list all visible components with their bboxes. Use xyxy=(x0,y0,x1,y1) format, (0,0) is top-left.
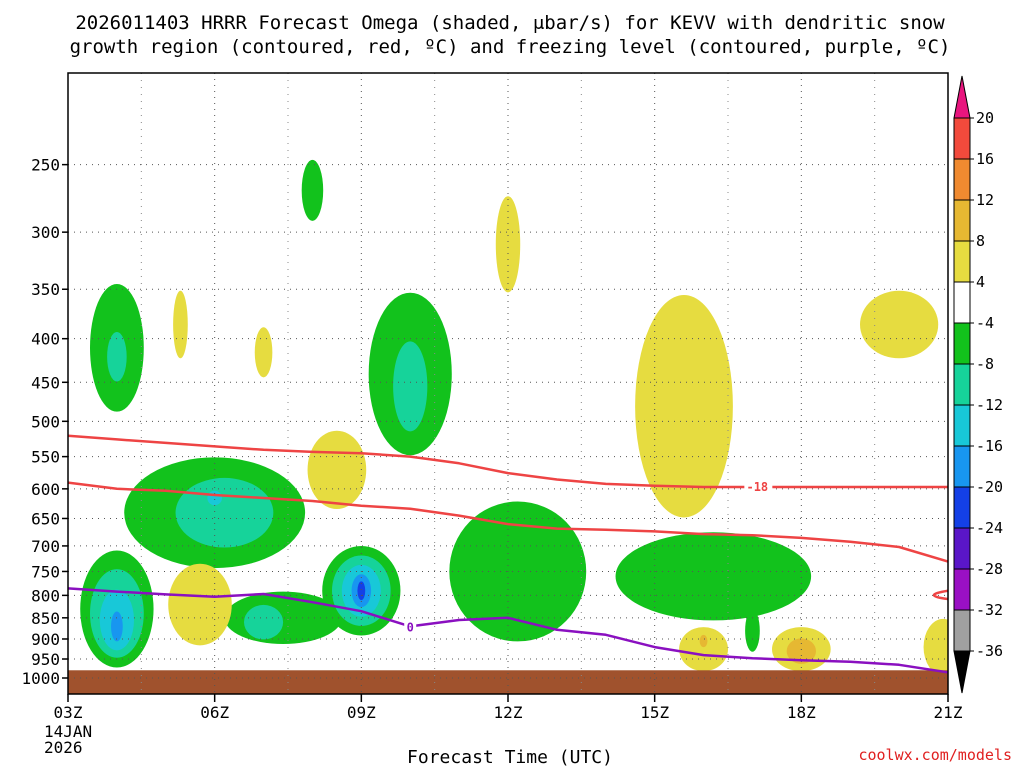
freezing-label-bg xyxy=(404,619,417,634)
y-tick-label-1: 300 xyxy=(31,223,60,242)
omega-region-9 xyxy=(243,604,284,640)
colorbar-bin-1 xyxy=(953,117,971,160)
omega-region-25 xyxy=(307,430,367,509)
omega-region-2 xyxy=(107,332,127,382)
omega-region-27 xyxy=(860,290,939,359)
y-tick-label-4: 450 xyxy=(31,373,60,392)
omega-region-0 xyxy=(301,159,324,221)
omega-region-7 xyxy=(207,490,223,506)
colorbar-bin-8 xyxy=(953,404,971,447)
contour-layer: -18 0 xyxy=(68,434,948,674)
colorbar-label-1: 16 xyxy=(976,150,994,168)
y-tick-label-10: 750 xyxy=(31,562,60,581)
y-tick-label-2: 350 xyxy=(31,280,60,299)
colorbar-bottom-arrow xyxy=(953,650,971,694)
colorbar-bin-3 xyxy=(953,199,971,242)
colorbar-bin-7 xyxy=(953,363,971,406)
dgz-contour-0 xyxy=(68,434,948,489)
chart-title-line-1: 2026011403 HRRR Forecast Omega (shaded, … xyxy=(75,12,945,34)
y-tick-label-0: 250 xyxy=(31,156,60,175)
surface-band xyxy=(68,670,948,694)
colorbar-bin-2 xyxy=(953,158,971,201)
omega-region-30 xyxy=(699,634,708,648)
chart-title-line-2: growth region (contoured, red, ºC) and f… xyxy=(70,36,951,58)
dgz-contour-label: -18 xyxy=(746,480,768,494)
colorbar-bin-13 xyxy=(953,609,971,652)
colorbar-bin-11 xyxy=(953,527,971,570)
y-tick-label-11: 800 xyxy=(31,586,60,605)
y-axis: 250 300 350 400 450 500 550 600 650 700 750 800 850 9… xyxy=(21,156,68,688)
omega-region-22 xyxy=(495,196,521,293)
y-tick-label-3: 400 xyxy=(31,330,60,349)
freezing-level-label: 0 xyxy=(407,620,414,634)
colorbar-label-10: -24 xyxy=(976,519,1003,537)
start-date-year: 2026 xyxy=(44,738,83,757)
colorbar-label-9: -20 xyxy=(976,478,1003,496)
omega-region-29 xyxy=(679,627,728,672)
colorbar-label-13: -36 xyxy=(976,642,1003,660)
y-tick-label-6: 550 xyxy=(31,448,60,467)
start-date-day: 14JAN xyxy=(44,722,92,741)
y-tick-label-7: 600 xyxy=(31,480,60,499)
omega-region-21 xyxy=(745,609,760,652)
colorbar-label-0: 20 xyxy=(976,109,994,127)
x-axis-label: Forecast Time (UTC) xyxy=(407,747,613,768)
dgz-edge-hook xyxy=(932,589,948,601)
y-tick-label-15: 1000 xyxy=(21,669,60,688)
omega-region-18 xyxy=(357,581,366,601)
y-tick-label-5: 500 xyxy=(31,412,60,431)
colorbar-bin-5 xyxy=(953,281,971,324)
omega-region-6 xyxy=(175,477,274,548)
omega-region-4 xyxy=(393,341,428,432)
omega-region-32 xyxy=(786,638,816,664)
freezing-level-line xyxy=(68,587,948,674)
colorbar-label-3: 8 xyxy=(976,232,985,250)
colorbar-label-11: -28 xyxy=(976,560,1003,578)
omega-region-23 xyxy=(173,290,188,359)
x-tick-label-0: 03Z xyxy=(54,703,83,722)
colorbar-label-2: 12 xyxy=(976,191,994,209)
colorbar-bin-12 xyxy=(953,568,971,611)
credit-text: coolwx.com/models xyxy=(858,746,1012,764)
x-tick-label-5: 18Z xyxy=(787,703,816,722)
y-tick-label-8: 650 xyxy=(31,509,60,528)
colorbar-bin-6 xyxy=(953,322,971,365)
x-tick-label-2: 09Z xyxy=(347,703,376,722)
colorbar-label-7: -12 xyxy=(976,396,1003,414)
dgz-label-bg xyxy=(744,479,773,494)
colorbar-top-arrow xyxy=(953,75,971,119)
omega-region-28 xyxy=(168,563,232,646)
x-tick-label-1: 06Z xyxy=(200,703,229,722)
surface-layer xyxy=(68,670,948,694)
omega-region-19 xyxy=(449,501,587,642)
colorbar-label-6: -8 xyxy=(976,355,994,373)
x-axis: 03Z 06Z 09Z 12Z 15Z 18Z 21Z xyxy=(54,694,963,722)
dgz-contour-1 xyxy=(68,481,948,563)
x-tick-label-3: 12Z xyxy=(494,703,523,722)
omega-region-13 xyxy=(111,611,123,642)
colorbar-bin-10 xyxy=(953,486,971,529)
x-tick-label-4: 15Z xyxy=(640,703,669,722)
colorbar-bin-4 xyxy=(953,240,971,283)
colorbar-label-8: -16 xyxy=(976,437,1003,455)
omega-shading-layer xyxy=(80,159,948,676)
y-tick-label-14: 950 xyxy=(31,650,60,669)
y-tick-label-13: 900 xyxy=(31,630,60,649)
omega-region-26 xyxy=(635,294,733,518)
colorbar-label-12: -32 xyxy=(976,601,1003,619)
omega-region-20 xyxy=(615,532,812,621)
colorbar: 20 16 12 8 4 -4 -8 -12 -16 -20 -24 -28 -32 -36 xyxy=(953,75,1003,694)
colorbar-label-5: -4 xyxy=(976,314,994,332)
omega-region-24 xyxy=(254,327,273,378)
y-tick-label-9: 700 xyxy=(31,537,60,556)
x-tick-label-6: 21Z xyxy=(934,703,963,722)
colorbar-label-4: 4 xyxy=(976,273,985,291)
omega-region-33 xyxy=(923,618,948,676)
y-tick-label-12: 850 xyxy=(31,609,60,628)
colorbar-bin-9 xyxy=(953,445,971,488)
